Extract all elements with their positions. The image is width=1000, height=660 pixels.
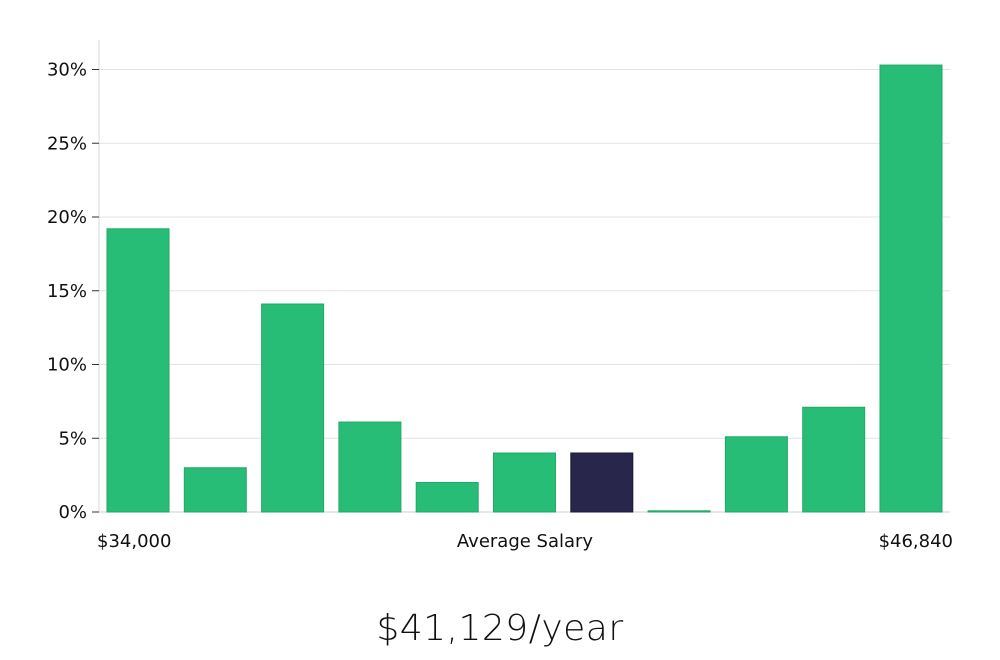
bar	[338, 421, 402, 513]
bar	[493, 452, 556, 513]
x-min-label: $34,000	[97, 531, 171, 552]
salary-distribution-chart: 0% 5% 10% 15% 20% 25% 30% $34,000 Average Sala…	[47, 40, 953, 552]
bar	[106, 228, 170, 513]
x-max-label: $46,840	[879, 531, 953, 552]
bar	[802, 406, 866, 513]
salary-headline: $41,129/year	[376, 608, 624, 649]
x-axis-label: Average Salary	[457, 531, 594, 552]
y-axis-ticks: 0% 5% 10% 15% 20% 25% 30%	[47, 60, 99, 523]
y-tick-label: 10%	[47, 355, 87, 376]
y-tick-label: 0%	[58, 502, 87, 523]
y-tick-label: 20%	[47, 207, 87, 228]
y-tick-label: 15%	[47, 281, 87, 302]
bar	[724, 436, 788, 513]
bar	[415, 482, 479, 513]
y-tick-label: 5%	[58, 428, 87, 449]
bar	[183, 467, 247, 513]
bars	[106, 64, 943, 513]
y-tick-label: 30%	[47, 60, 87, 81]
bar	[261, 303, 325, 513]
bar-highlighted	[570, 452, 634, 513]
bar	[647, 510, 711, 513]
grid-lines	[99, 69, 950, 513]
y-tick-label: 25%	[47, 133, 87, 154]
bar	[879, 64, 943, 513]
